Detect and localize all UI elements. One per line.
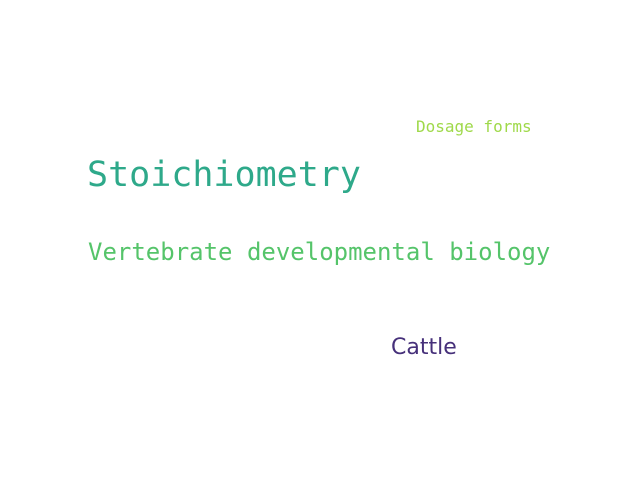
word-stoichiometry: Stoichiometry bbox=[87, 155, 361, 195]
word-dosage-forms: Dosage forms bbox=[416, 117, 532, 136]
word-vertebrate-developmental-biology: Vertebrate developmental biology bbox=[88, 238, 551, 266]
word-cattle: Cattle bbox=[391, 335, 457, 360]
